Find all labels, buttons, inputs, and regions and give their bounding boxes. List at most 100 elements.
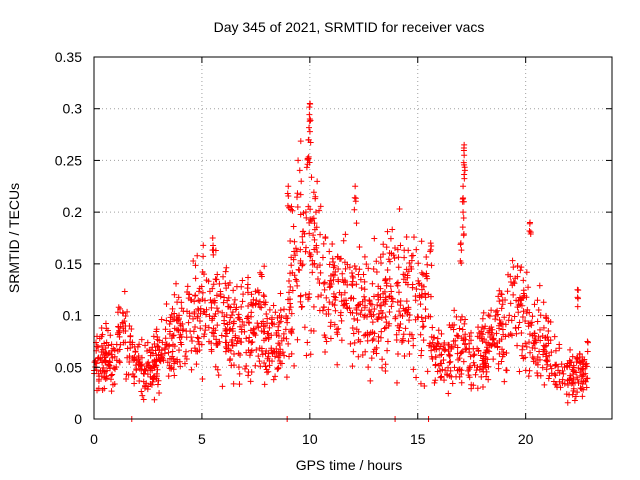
data-point [210, 298, 217, 305]
data-point [535, 307, 542, 314]
data-point [178, 341, 185, 348]
data-point [426, 340, 433, 347]
data-point [373, 350, 380, 357]
data-point [230, 320, 237, 327]
data-point [413, 286, 420, 293]
data-point [422, 294, 429, 301]
data-point [531, 330, 538, 337]
data-point [387, 235, 394, 242]
data-point [567, 372, 574, 379]
data-point [467, 362, 474, 369]
data-point [547, 318, 554, 325]
data-point [247, 327, 254, 334]
data-point [490, 335, 497, 342]
data-point [394, 350, 401, 357]
data-point [405, 247, 412, 254]
data-point [171, 291, 178, 298]
data-point [338, 291, 345, 298]
data-point [144, 371, 151, 378]
data-point [515, 324, 522, 331]
ticks-layer: 0 5 10 15 20 0 0.05 0.1 0.15 0.2 0.25 0.3 0.35 [55, 49, 612, 447]
data-point [382, 361, 389, 368]
data-point [229, 309, 236, 316]
data-point [428, 347, 435, 354]
data-point [485, 363, 492, 370]
data-point [551, 371, 558, 378]
data-point [287, 283, 294, 290]
data-point [323, 294, 330, 301]
data-point [243, 335, 250, 342]
data-point [317, 231, 324, 238]
data-point [163, 317, 170, 324]
data-point [334, 361, 341, 368]
data-point [318, 292, 325, 299]
data-point [441, 377, 448, 384]
data-point [179, 320, 186, 327]
data-point [394, 246, 401, 253]
data-point [102, 350, 109, 357]
data-point [437, 374, 444, 381]
data-point [310, 189, 317, 196]
data-point [353, 281, 360, 288]
data-point [123, 375, 130, 382]
data-point [570, 379, 577, 386]
data-point [536, 348, 543, 355]
data-point [349, 325, 356, 332]
data-point [330, 259, 337, 266]
data-point [357, 276, 364, 283]
data-point [293, 278, 300, 285]
data-point [159, 339, 166, 346]
data-point [214, 322, 221, 329]
data-point [306, 219, 313, 226]
data-point [269, 314, 276, 321]
data-point [306, 118, 313, 125]
data-point [505, 317, 512, 324]
data-point [419, 318, 426, 325]
data-point [381, 288, 388, 295]
data-point [371, 293, 378, 300]
data-point [383, 282, 390, 289]
data-point [428, 353, 435, 360]
data-point [322, 348, 329, 355]
data-point [304, 156, 311, 163]
data-point [424, 368, 431, 375]
data-point [183, 328, 190, 335]
data-point [496, 350, 503, 357]
data-point [526, 228, 533, 235]
data-point [527, 349, 534, 356]
data-point [514, 273, 521, 280]
data-point [281, 352, 288, 359]
data-point [536, 282, 543, 289]
data-point [175, 294, 182, 301]
data-point [238, 283, 245, 290]
data-point [289, 287, 296, 294]
data-point [550, 378, 557, 385]
data-point [552, 347, 559, 354]
data-point [406, 317, 413, 324]
data-point [311, 220, 318, 227]
data-point [353, 326, 360, 333]
data-point [196, 317, 203, 324]
data-point [222, 333, 229, 340]
data-point [545, 375, 552, 382]
data-point [352, 183, 359, 190]
data-point [429, 339, 436, 346]
data-point [534, 372, 541, 379]
data-point [231, 296, 238, 303]
data-point [183, 355, 190, 362]
data-point [102, 375, 109, 382]
data-point [340, 237, 347, 244]
data-point [306, 230, 313, 237]
data-point [382, 301, 389, 308]
data-point [321, 279, 328, 286]
data-point [466, 333, 473, 340]
data-point [198, 341, 205, 348]
data-point [180, 326, 187, 333]
data-point [103, 339, 110, 346]
data-point [472, 371, 479, 378]
data-point [319, 254, 326, 261]
data-point [270, 302, 277, 309]
data-point [366, 311, 373, 318]
data-point [400, 331, 407, 338]
data-point [457, 241, 464, 248]
